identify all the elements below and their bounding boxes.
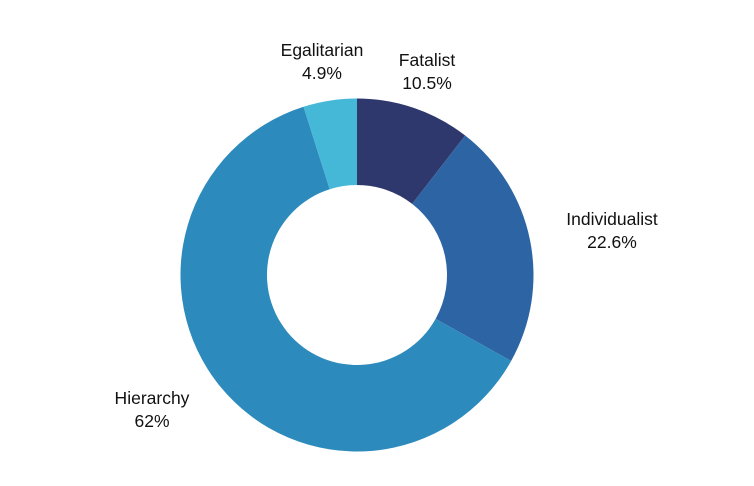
donut-slice-egalitarian xyxy=(303,98,357,190)
label-egalitarian-value: 4.9% xyxy=(302,63,342,83)
label-hierarchy: Hierarchy 62% xyxy=(115,387,190,433)
label-fatalist-value: 10.5% xyxy=(402,73,452,93)
label-hierarchy-name: Hierarchy xyxy=(114,388,190,408)
label-individualist-name: Individualist xyxy=(566,209,658,229)
label-fatalist-name: Fatalist xyxy=(398,50,456,70)
donut-slice-fatalist xyxy=(357,98,466,204)
label-fatalist: Fatalist 10.5% xyxy=(399,49,455,95)
donut-slice-hierarchy xyxy=(180,106,512,452)
label-egalitarian: Egalitarian 4.9% xyxy=(281,39,364,85)
label-egalitarian-name: Egalitarian xyxy=(280,40,364,60)
donut-slice-individualist xyxy=(412,135,534,361)
label-hierarchy-value: 62% xyxy=(134,411,170,431)
label-individualist-value: 22.6% xyxy=(587,232,637,252)
label-individualist: Individualist 22.6% xyxy=(566,208,657,254)
